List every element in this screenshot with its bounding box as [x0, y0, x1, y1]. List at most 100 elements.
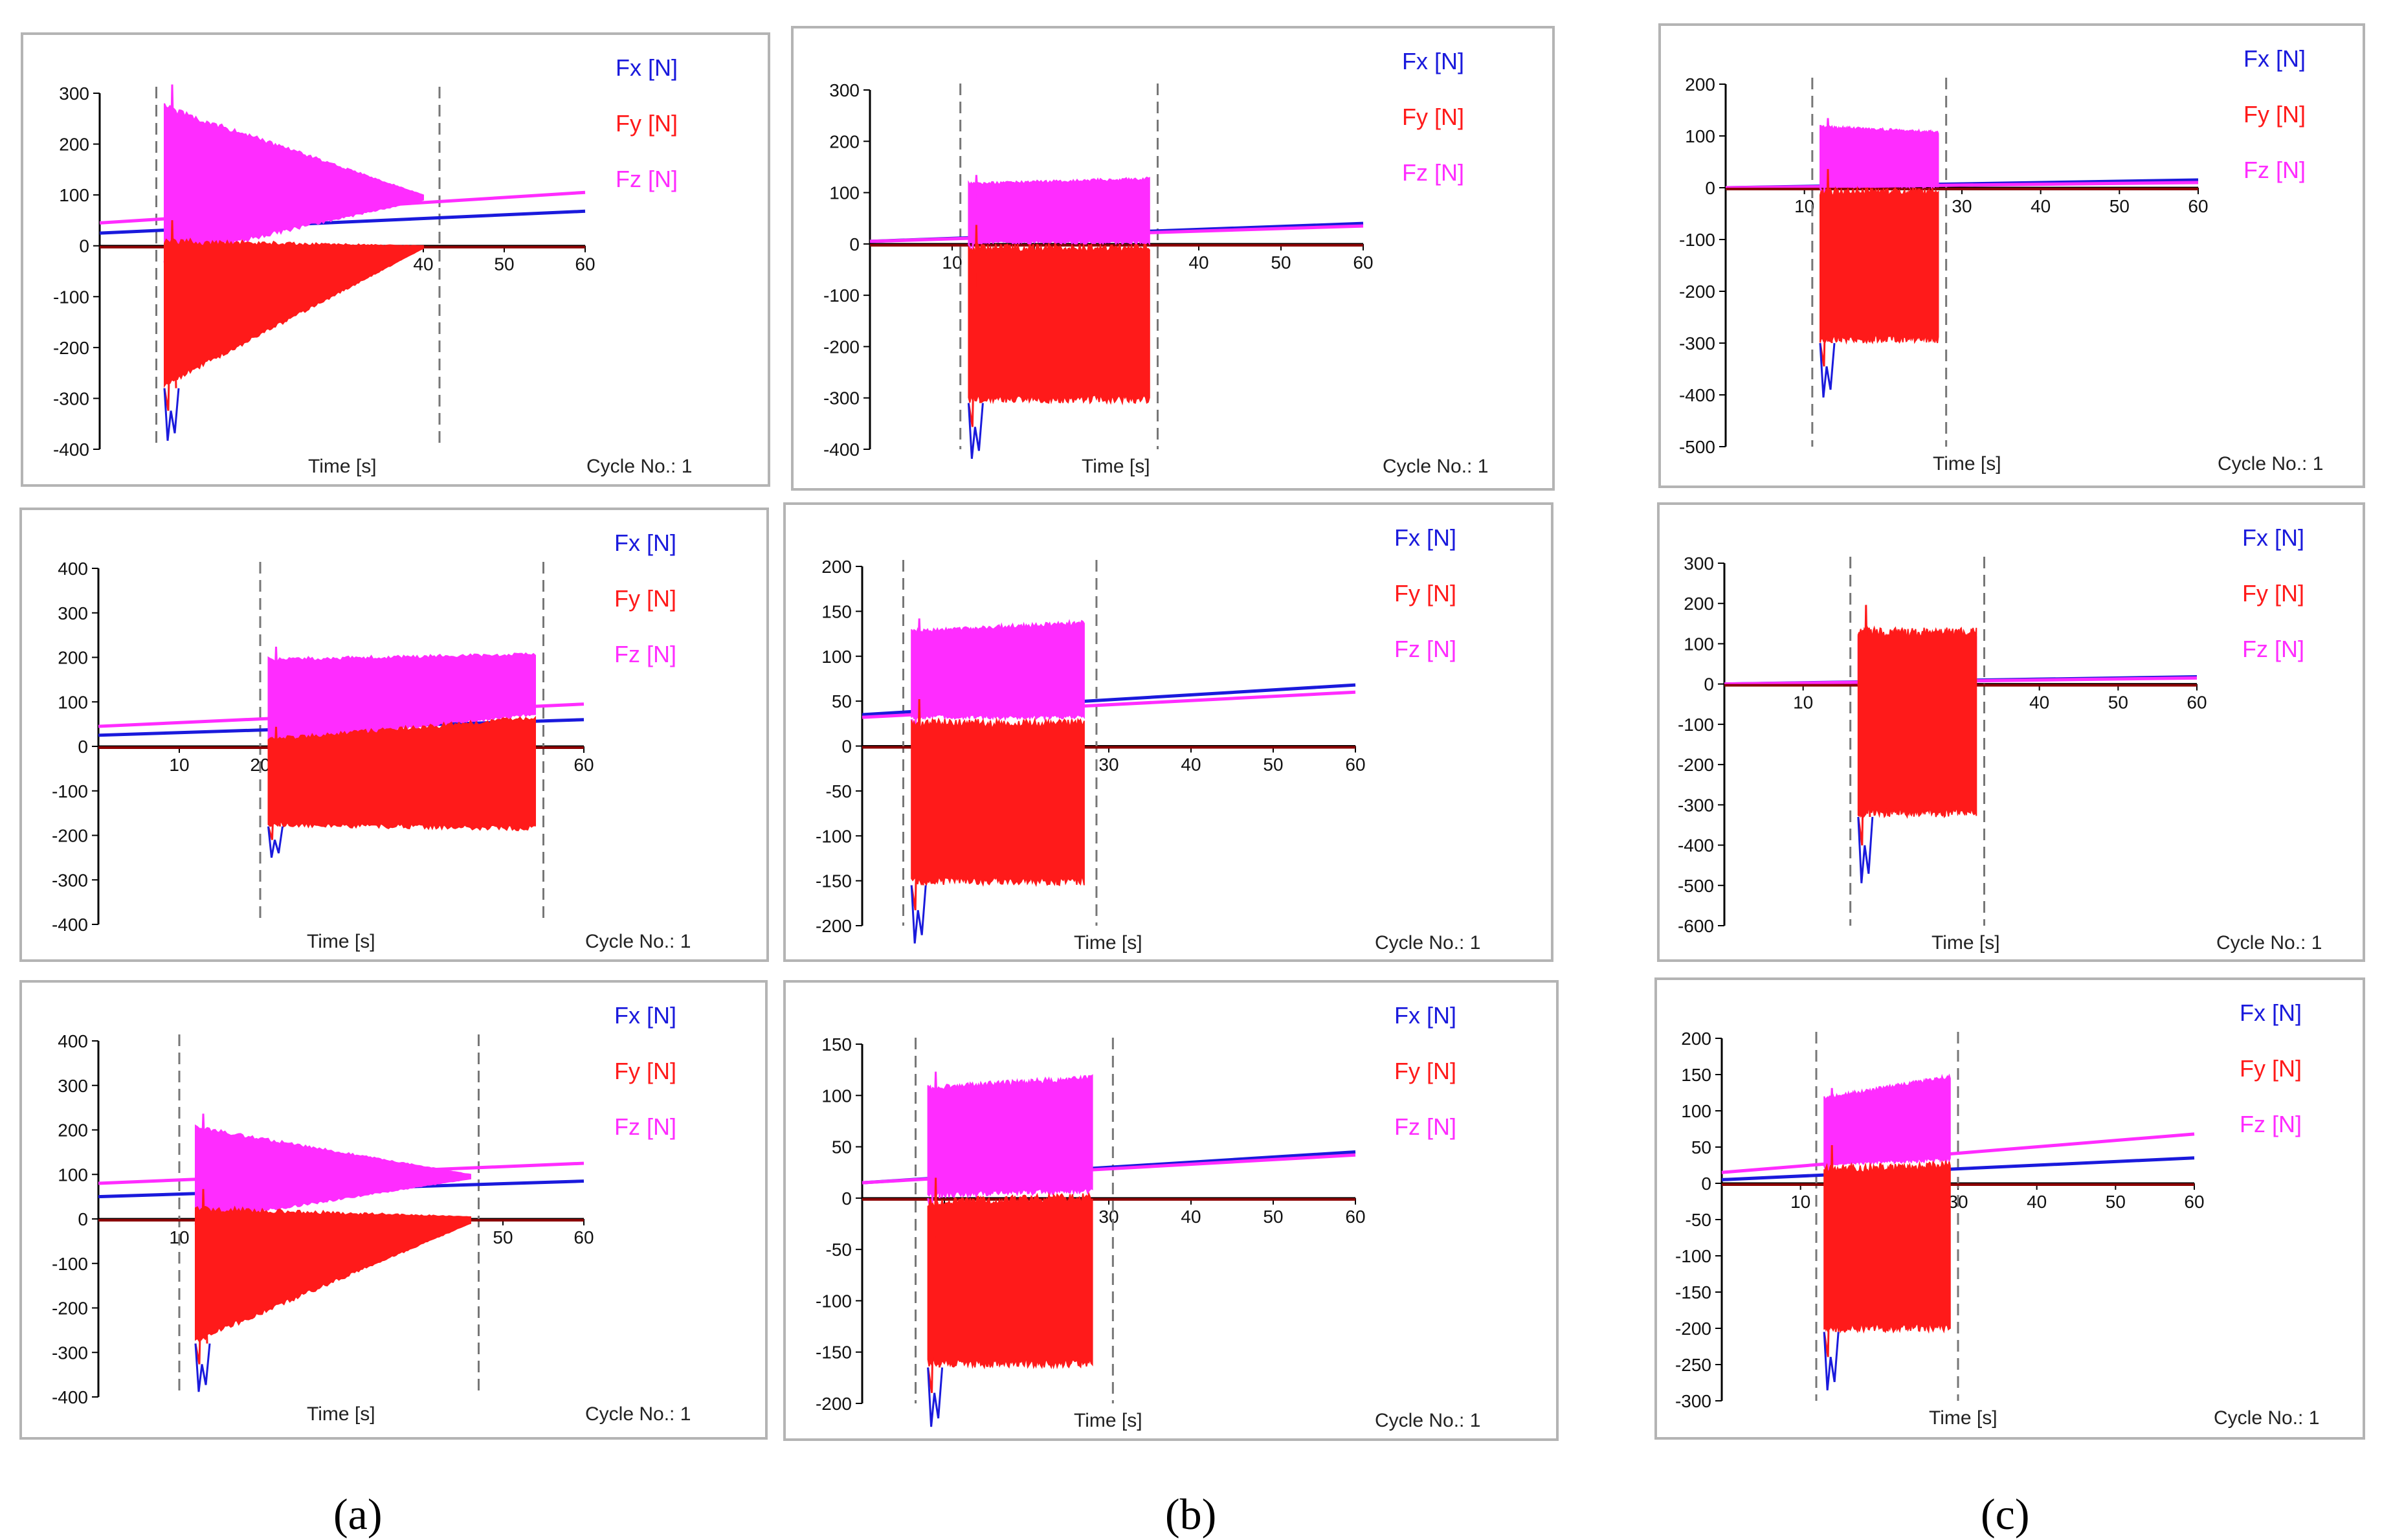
series-fy-envelope-spike	[967, 225, 981, 427]
series-fx-spike	[1823, 1332, 1840, 1390]
legend-fx: Fx [N]	[1394, 1002, 1456, 1029]
column-label-c: (c)	[1981, 1490, 2030, 1539]
series-fx-spike	[267, 826, 284, 858]
x-tick-label: 40	[2027, 1192, 2047, 1212]
chart-panel-c3: 200 150 100 50 0 -50 -100 -150 -200 -250 -300 10 30 4…	[1654, 977, 2365, 1440]
y-tick-label: 100	[821, 1086, 852, 1106]
x-tick-label: 50	[2106, 1192, 2126, 1212]
legend-fx: Fx [N]	[2242, 524, 2304, 551]
y-tick-label: 200	[821, 557, 852, 577]
y-tick-label: -300	[1679, 333, 1715, 353]
y-tick-label: -300	[1678, 795, 1714, 815]
y-tick-label: -300	[52, 1343, 88, 1363]
y-tick-label: -100	[1678, 715, 1714, 735]
legend-fy: Fy [N]	[614, 585, 676, 612]
y-tick-label: -100	[53, 287, 89, 307]
chart-svg-b3: 150 100 50 0 -50 -100 -150 -200 30 40 50 60	[816, 1034, 1366, 1427]
y-tick-label: -150	[816, 871, 852, 891]
y-tick-label: 0	[1705, 178, 1715, 198]
legend-fz: Fz [N]	[2243, 157, 2306, 183]
y-tick-label: 300	[1684, 553, 1714, 574]
legend-fy: Fy [N]	[1394, 1058, 1456, 1084]
series-fx-spike	[967, 403, 984, 459]
legend-fz: Fz [N]	[1394, 636, 1456, 662]
y-tick-label: 200	[1681, 1029, 1711, 1049]
series-fx-spike	[910, 885, 927, 944]
legend-fz: Fz [N]	[2240, 1111, 2302, 1137]
y-tick-label: 0	[841, 737, 852, 757]
x-tick-label: 60	[2188, 196, 2208, 216]
y-tick-label: 300	[58, 603, 88, 623]
x-axis-label: Time [s]	[307, 931, 375, 952]
y-tick-label: -200	[52, 826, 88, 846]
y-tick-label: -500	[1678, 876, 1714, 896]
series-fz-envelope	[1820, 125, 1939, 190]
y-tick-label: 200	[829, 131, 860, 151]
chart-panel-a2: 400 300 200 100 0 -100 -200 -300 -400 10 20 60 Fx [N…	[19, 508, 769, 962]
cycle-number-label: Cycle No.: 1	[2218, 453, 2324, 474]
series-fz-envelope	[1823, 1073, 1951, 1167]
y-tick-label: 200	[58, 1121, 88, 1141]
legend-fy: Fy [N]	[2240, 1055, 2302, 1082]
legend-fy: Fy [N]	[1402, 104, 1464, 130]
cycle-number-label: Cycle No.: 1	[1383, 456, 1489, 477]
legend-fz: Fz [N]	[1402, 159, 1464, 186]
y-tick-label: 150	[821, 1034, 852, 1055]
y-tick-label: 200	[1685, 74, 1715, 95]
series-fy-envelope	[927, 1191, 1093, 1370]
chart-svg-c1: 200 100 0 -100 -200 -300 -400 -500 10 30 40 50 60	[1679, 74, 2209, 457]
legend-fx: Fx [N]	[1402, 48, 1464, 74]
series-fz-baseline	[1725, 181, 2199, 190]
x-axis-label: Time [s]	[308, 456, 377, 477]
cycle-number-label: Cycle No.: 1	[1375, 1410, 1481, 1431]
x-tick-label: 40	[1181, 755, 1201, 775]
series-fz-envelope	[195, 1124, 471, 1222]
y-tick-label: -300	[1675, 1391, 1711, 1411]
x-tick-label: 60	[575, 254, 595, 274]
legend-fy: Fy [N]	[2243, 101, 2306, 128]
chart-svg-b2: 200 150 100 50 0 -50 -100 -150 -200 30 40 50 60	[816, 557, 1366, 944]
series-fz-envelope	[927, 1074, 1093, 1200]
y-tick-label: 100	[58, 1165, 88, 1185]
y-tick-label: -400	[823, 440, 860, 460]
y-tick-label: 200	[58, 648, 88, 668]
y-tick-label: 300	[829, 80, 860, 100]
y-tick-label: -100	[816, 826, 852, 846]
y-tick-label: 100	[1684, 634, 1714, 654]
x-tick-label: 50	[1263, 755, 1283, 775]
y-tick-label: -200	[53, 338, 89, 358]
y-tick-label: 300	[59, 84, 89, 104]
y-tick-label: 100	[829, 183, 860, 203]
legend-fx: Fx [N]	[614, 1002, 676, 1029]
x-tick-label: 50	[493, 1227, 513, 1247]
y-tick-label: -100	[1675, 1246, 1711, 1266]
x-tick-label: 50	[494, 254, 514, 274]
legend-fx: Fx [N]	[614, 530, 676, 556]
x-tick-label: 30	[1098, 755, 1119, 775]
y-tick-label: -400	[52, 1387, 88, 1407]
series-fx-spike	[163, 388, 180, 441]
series-fy-envelope-spike	[927, 1177, 941, 1393]
x-axis-label: Time [s]	[1933, 453, 2001, 474]
x-tick-label: 10	[1794, 196, 1814, 216]
column-label-b: (b)	[1165, 1490, 1217, 1539]
y-tick-label: -400	[1678, 836, 1714, 856]
legend-fx: Fx [N]	[2243, 45, 2306, 72]
series-fy-envelope	[968, 242, 1150, 406]
x-tick-label: 50	[1271, 252, 1291, 273]
series-fy-envelope	[1820, 185, 1939, 345]
cycle-number-label: Cycle No.: 1	[1375, 932, 1481, 954]
cycle-number-label: Cycle No.: 1	[586, 456, 693, 477]
x-tick-label: 60	[2184, 1192, 2204, 1212]
series-fx-baseline	[1721, 1156, 2195, 1181]
legend-fz: Fz [N]	[614, 1113, 676, 1140]
y-tick-label: 100	[59, 185, 89, 205]
chart-panel-b3: 150 100 50 0 -50 -100 -150 -200 30 40 50 60 Fx [N] Fy…	[783, 980, 1559, 1441]
series-fy-envelope-spike	[910, 699, 924, 911]
y-tick-label: 0	[841, 1188, 852, 1209]
series-fy-envelope-spike	[1823, 1145, 1837, 1357]
chart-panel-c2: 300 200 100 0 -100 -200 -300 -400 -500 -600 10 40 50…	[1657, 502, 2365, 962]
